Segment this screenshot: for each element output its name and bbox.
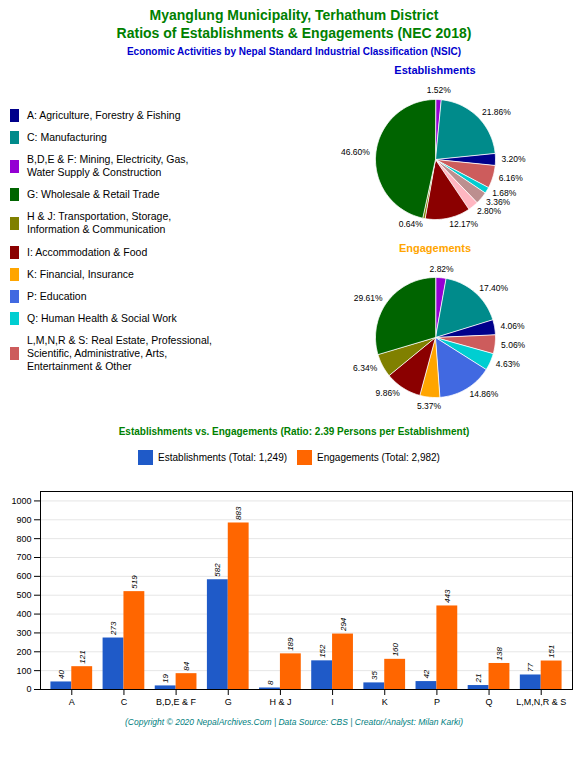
svg-text:152: 152 xyxy=(318,644,327,658)
svg-text:46.60%: 46.60% xyxy=(341,147,370,157)
html-text:C: Manufacturing: C: Manufacturing xyxy=(27,130,107,143)
svg-text:700: 700 xyxy=(16,552,31,562)
svg-text:294: 294 xyxy=(339,617,348,632)
svg-text:8: 8 xyxy=(266,680,275,685)
html-text:A: Agriculture, Forestry & Fis: A: Agriculture, Forestry & Fishing xyxy=(27,108,181,121)
svg-text:84: 84 xyxy=(182,661,191,670)
svg-text:100: 100 xyxy=(16,666,31,676)
html-text:Establishments vs. Engagements: Establishments vs. Engagements (Ratio: 2… xyxy=(118,426,470,437)
svg-text:800: 800 xyxy=(16,534,31,544)
svg-text:4.63%: 4.63% xyxy=(496,359,521,369)
svg-text:500: 500 xyxy=(16,590,31,600)
svg-text:121: 121 xyxy=(78,650,87,663)
html-text:P: Education: P: Education xyxy=(27,289,87,302)
svg-text:5.37%: 5.37% xyxy=(417,401,442,411)
html-text:Establishments (Total: 1,249): Establishments (Total: 1,249) xyxy=(158,452,287,463)
svg-text:6.16%: 6.16% xyxy=(499,173,524,183)
svg-text:3.20%: 3.20% xyxy=(501,154,526,164)
svg-text:35: 35 xyxy=(370,670,379,679)
svg-text:1000: 1000 xyxy=(11,496,31,506)
svg-text:P: P xyxy=(434,697,440,707)
svg-text:883: 883 xyxy=(234,506,243,520)
svg-text:Q: Q xyxy=(486,697,493,707)
svg-text:A: A xyxy=(69,697,75,707)
svg-text:42: 42 xyxy=(422,669,431,678)
svg-text:189: 189 xyxy=(286,637,295,651)
svg-text:0: 0 xyxy=(26,684,31,694)
svg-text:151: 151 xyxy=(547,645,556,658)
svg-text:40: 40 xyxy=(57,670,66,679)
svg-text:21: 21 xyxy=(474,674,483,684)
svg-text:H & J: H & J xyxy=(269,697,291,707)
html-text:L,M,N,R & S: Real Estate, Prof: L,M,N,R & S: Real Estate, Professional, … xyxy=(27,334,212,373)
svg-text:21.86%: 21.86% xyxy=(482,107,511,117)
html-text:H & J: Transportation, Storage: H & J: Transportation, Storage, Informat… xyxy=(27,210,172,236)
svg-text:1.68%: 1.68% xyxy=(492,188,517,199)
html-text:Q: Human Health & Social Work: Q: Human Health & Social Work xyxy=(27,311,177,324)
svg-text:14.86%: 14.86% xyxy=(469,389,498,399)
html-text:Myanglung Municipality, Terhat: Myanglung Municipality, Terhathum Distri… xyxy=(116,7,472,41)
svg-text:2.80%: 2.80% xyxy=(477,206,502,216)
svg-text:K: K xyxy=(382,697,388,707)
svg-text:L,M,N,R & S: L,M,N,R & S xyxy=(516,697,566,707)
svg-text:273: 273 xyxy=(109,621,118,636)
svg-text:17.40%: 17.40% xyxy=(479,283,508,293)
svg-text:160: 160 xyxy=(391,642,400,656)
html-text:(Copyright © 2020 NepalArchive: (Copyright © 2020 NepalArchives.Com | Da… xyxy=(125,717,463,727)
svg-text:2.82%: 2.82% xyxy=(430,263,455,273)
svg-text:582: 582 xyxy=(213,563,222,577)
svg-text:9.86%: 9.86% xyxy=(376,388,401,398)
html-text:K: Financial, Insurance: K: Financial, Insurance xyxy=(27,267,134,280)
svg-text:C: C xyxy=(121,697,128,707)
html-text:G: Wholesale & Retail Trade: G: Wholesale & Retail Trade xyxy=(27,188,160,201)
svg-text:138: 138 xyxy=(495,647,504,661)
svg-text:29.61%: 29.61% xyxy=(354,293,383,303)
svg-text:12.17%: 12.17% xyxy=(449,219,478,229)
svg-text:300: 300 xyxy=(16,628,31,638)
svg-text:400: 400 xyxy=(16,609,31,619)
html-text:I: Accommodation & Food: I: Accommodation & Food xyxy=(27,245,148,258)
svg-text:1.52%: 1.52% xyxy=(427,85,452,95)
svg-text:600: 600 xyxy=(16,571,31,581)
html-text:B,D,E & F: Mining, Electricity: B,D,E & F: Mining, Electricity, Gas, Wat… xyxy=(27,152,189,178)
svg-text:19: 19 xyxy=(161,673,170,682)
svg-text:900: 900 xyxy=(16,515,31,525)
svg-text:5.06%: 5.06% xyxy=(501,340,526,350)
html-text:Engagements (Total: 2,982): Engagements (Total: 2,982) xyxy=(317,452,440,463)
svg-text:B,D,E & F: B,D,E & F xyxy=(156,697,197,707)
svg-text:6.34%: 6.34% xyxy=(353,363,378,373)
svg-text:4.06%: 4.06% xyxy=(501,321,526,331)
svg-text:443: 443 xyxy=(443,589,452,603)
svg-text:519: 519 xyxy=(130,575,139,589)
svg-text:I: I xyxy=(331,697,334,707)
html-text:Economic Activities by Nepal S: Economic Activities by Nepal Standard In… xyxy=(126,46,462,57)
html-text:Establishments: Establishments xyxy=(394,64,476,76)
html-text:Engagements: Engagements xyxy=(398,242,472,254)
svg-text:0.64%: 0.64% xyxy=(399,219,424,229)
svg-text:3.36%: 3.36% xyxy=(486,196,511,207)
svg-text:77: 77 xyxy=(526,663,535,672)
svg-text:200: 200 xyxy=(16,647,31,657)
svg-text:G: G xyxy=(225,697,232,707)
